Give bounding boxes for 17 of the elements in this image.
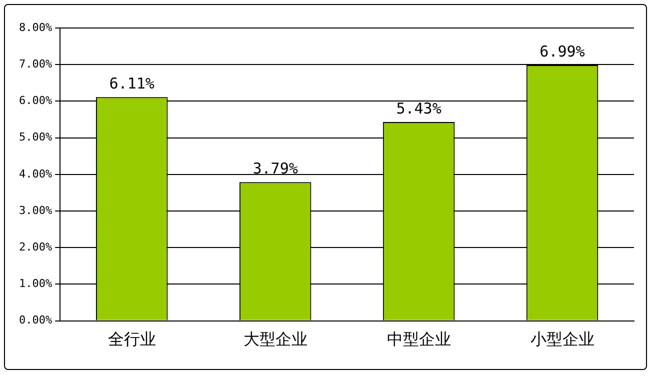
y-tick-label: 2.00% (18, 240, 52, 254)
data-label: 5.43% (396, 99, 442, 118)
y-tick-label: 4.00% (18, 167, 52, 180)
y-tick-label: 5.00% (18, 130, 52, 144)
x-tick-label: 小型企业 (530, 330, 594, 349)
data-label: 3.79% (252, 159, 298, 178)
data-label: 6.11% (109, 74, 154, 93)
data-label: 6.99% (540, 42, 585, 60)
x-tick-label: 大型企业 (243, 330, 308, 349)
y-tick-label: 3.00% (18, 204, 52, 217)
x-tick-label: 中型企业 (386, 330, 451, 349)
y-tick-label: 1.00% (18, 277, 52, 290)
y-tick-label: 0.00% (18, 314, 52, 327)
y-tick-label: 6.00% (18, 94, 52, 108)
y-tick-label: 8.00% (18, 20, 52, 34)
y-tick-label: 7.00% (18, 57, 52, 70)
x-tick-label: 全行业 (108, 330, 156, 349)
